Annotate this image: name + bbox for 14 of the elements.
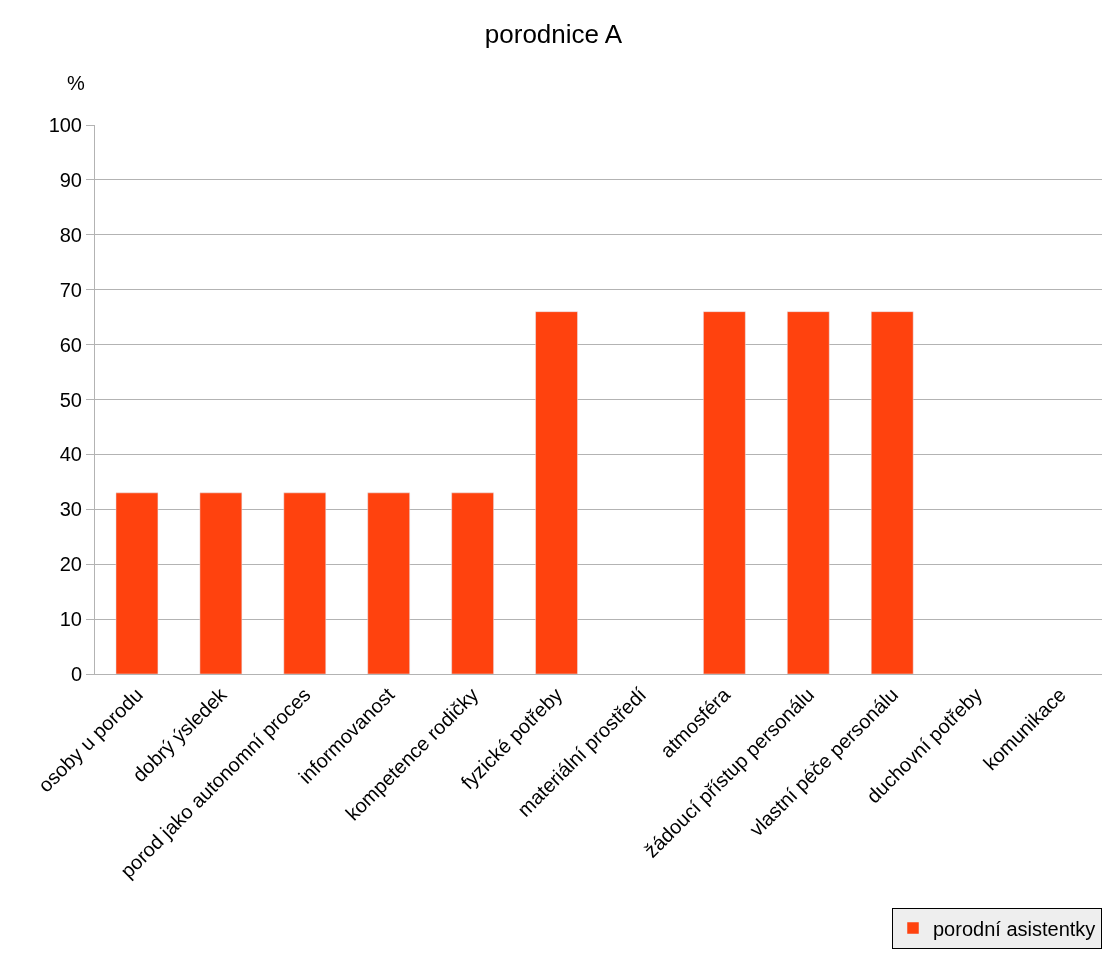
y-tick-label: 80: [59, 223, 82, 246]
y-tick-label: 50: [59, 388, 82, 411]
y-tick-label: 100: [48, 114, 82, 136]
y-tick-label: 40: [59, 443, 82, 466]
y-tick-label: 60: [59, 333, 82, 356]
y-tick-label: 30: [59, 498, 82, 521]
y-tick-label: 90: [59, 168, 82, 191]
y-tick-label: 20: [59, 553, 82, 576]
y-tick-label: 10: [59, 608, 82, 631]
chart-title: porodnice A: [484, 18, 623, 49]
y-axis-title: %: [67, 72, 85, 94]
y-tick-label: 70: [59, 278, 82, 301]
legend-label: porodní asistentky: [933, 917, 1096, 940]
y-tick-label: 0: [70, 663, 82, 685]
